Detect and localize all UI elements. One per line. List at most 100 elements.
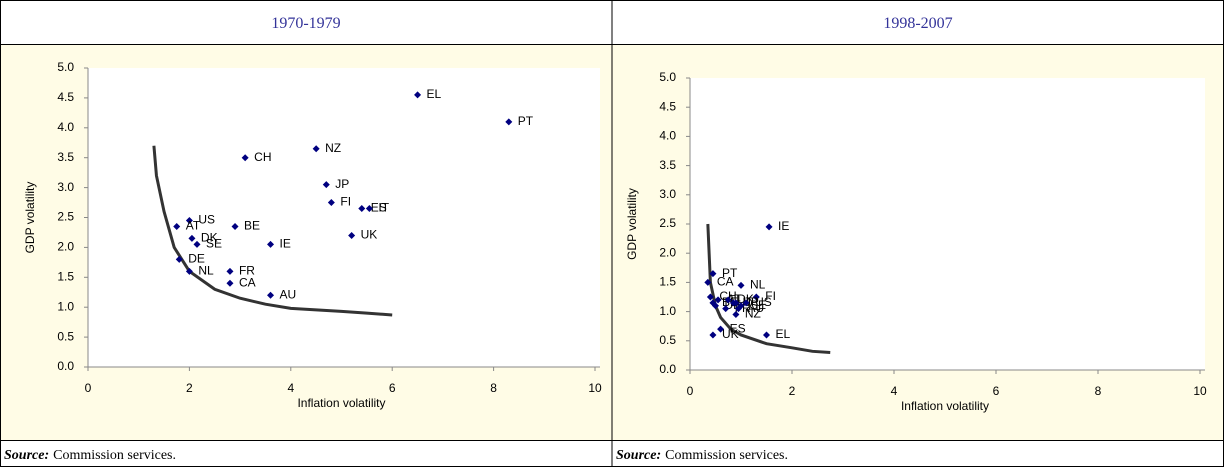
point: [709, 270, 717, 278]
point: [173, 222, 181, 230]
point-label: UK: [361, 228, 378, 242]
point-label: CH: [719, 289, 736, 303]
point-label: NZ: [745, 307, 761, 321]
point-label: PT: [518, 114, 534, 128]
point-label: UK: [722, 327, 739, 341]
y-tick-label: 3.0: [57, 180, 74, 194]
point: [505, 118, 513, 126]
point-label: ES: [730, 321, 746, 335]
y-tick-label: 5.0: [659, 70, 676, 84]
point-label: FR: [239, 263, 255, 277]
x-axis-title: Inflation volatility: [297, 396, 385, 410]
point: [193, 240, 201, 248]
x-tick-label: 10: [1193, 384, 1207, 398]
x-tick-label: 0: [687, 384, 694, 398]
source-label: Source:: [4, 448, 49, 463]
y-tick-label: 2.0: [57, 240, 74, 254]
frontier-curve: [706, 223, 831, 354]
point-label: US: [198, 213, 215, 227]
point: [704, 278, 712, 286]
source-note: Source: Commission services.: [4, 448, 176, 463]
y-tick-label: 2.0: [659, 245, 676, 259]
point: [706, 293, 714, 301]
point: [709, 331, 717, 339]
point-label: DK: [737, 292, 754, 306]
source-text: Commission services.: [53, 448, 176, 463]
y-tick-label: 0.0: [57, 359, 74, 373]
point: [365, 205, 373, 213]
point: [742, 299, 750, 307]
point-label: AU: [747, 301, 764, 315]
point: [358, 205, 366, 213]
point-label: ES: [371, 201, 387, 215]
point-label: NZ: [325, 141, 341, 155]
point-label: IE: [280, 237, 291, 251]
plot-area: [88, 68, 600, 367]
point-label: IE: [778, 219, 789, 233]
point-label: BE: [244, 219, 260, 233]
point: [322, 181, 330, 189]
point-label: DE: [188, 252, 205, 266]
point: [185, 267, 193, 275]
point: [724, 296, 732, 304]
x-axis-title: Inflation volatility: [901, 399, 989, 413]
point: [737, 281, 745, 289]
x-tick-label: 6: [389, 381, 396, 395]
point: [763, 331, 770, 339]
point: [348, 231, 356, 239]
point-label: DK: [201, 231, 218, 245]
point-label: NL: [198, 263, 214, 277]
y-tick-label: 2.5: [659, 216, 676, 230]
y-tick-label: 0.0: [659, 362, 676, 376]
frontier-curve: [152, 145, 393, 317]
y-axis-title: GDP volatility: [23, 182, 37, 254]
point-label: NL: [750, 277, 766, 291]
y-tick-label: 4.0: [57, 120, 74, 134]
point: [732, 311, 740, 319]
x-tick-label: 8: [490, 381, 497, 395]
point: [267, 240, 275, 248]
point: [267, 291, 275, 299]
source-text: Commission services.: [665, 448, 788, 463]
plot-area: [690, 78, 1205, 370]
y-tick-label: 1.0: [659, 304, 676, 318]
x-tick-label: 8: [1095, 384, 1102, 398]
point: [312, 145, 320, 153]
y-tick-label: 1.5: [659, 275, 676, 289]
point: [765, 223, 773, 231]
point-label: CA: [717, 275, 734, 289]
y-tick-label: 2.5: [57, 210, 74, 224]
point: [712, 302, 719, 310]
y-tick-label: 1.0: [57, 299, 74, 313]
panel-title: 1998-2007: [883, 15, 952, 32]
x-tick-label: 6: [993, 384, 1000, 398]
x-tick-label: 2: [789, 384, 796, 398]
point-label: IT: [378, 201, 389, 215]
point: [188, 234, 196, 242]
point: [185, 216, 193, 224]
point: [414, 91, 422, 99]
y-tick-label: 4.5: [659, 99, 676, 113]
y-tick-label: 4.0: [659, 129, 676, 143]
y-tick-label: 4.5: [57, 90, 74, 104]
point-label: JP: [335, 177, 349, 191]
x-tick-label: 0: [85, 381, 92, 395]
y-tick-label: 3.0: [659, 187, 676, 201]
y-tick-label: 0.5: [659, 333, 676, 347]
point-label: SE: [750, 298, 766, 312]
panel-title: 1970-1979: [271, 15, 340, 32]
point: [714, 296, 722, 304]
x-tick-label: 10: [588, 381, 602, 395]
y-tick-label: 3.5: [659, 158, 676, 172]
y-tick-label: 0.5: [57, 329, 74, 343]
point-label: AU: [280, 287, 297, 301]
point: [732, 299, 740, 307]
point: [722, 305, 730, 313]
point-label: CA: [239, 275, 256, 289]
point: [327, 199, 335, 207]
point-label: JP: [745, 295, 759, 309]
point-label: CH: [254, 150, 271, 164]
point: [752, 293, 760, 301]
point: [175, 255, 183, 263]
